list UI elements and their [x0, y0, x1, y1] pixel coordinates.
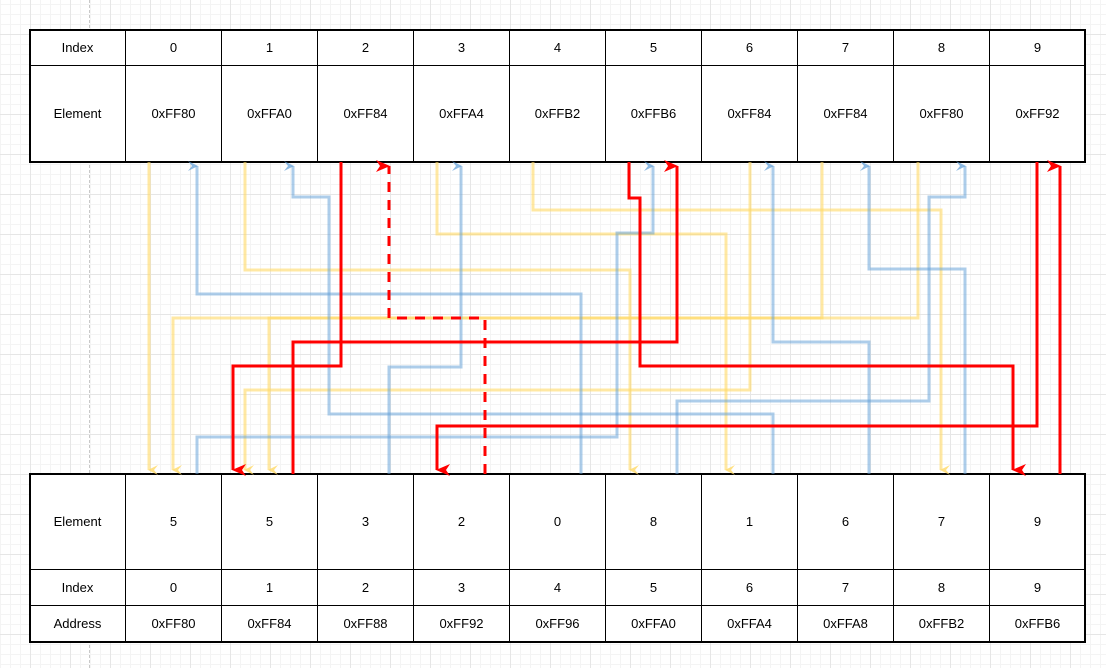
red-dashed-arrow — [376, 160, 487, 474]
yellow-arrow — [267, 162, 920, 475]
top-table: Index Element 0 0xFF80 1 0xFFA0 2 0xFF84 3 0xFFA4… — [29, 29, 1086, 163]
guide-line — [89, 0, 90, 668]
bottom-table: Element Index Address 5 0 0xFF80 5 1 0xFF84 3 2 0xF… — [29, 473, 1086, 643]
blue-arrow — [860, 161, 967, 474]
yellow-arrow — [531, 162, 950, 475]
blue-arrow — [764, 161, 871, 474]
yellow-arrow — [243, 162, 639, 475]
blue-arrow — [195, 161, 655, 474]
blue-arrow — [284, 161, 775, 474]
red-arrow — [231, 162, 343, 476]
red-arrow — [627, 162, 1026, 476]
yellow-arrow — [435, 162, 735, 475]
blue-arrow — [675, 161, 967, 474]
red-arrow — [435, 162, 1039, 476]
blue-arrow — [387, 161, 463, 474]
yellow-arrow — [243, 162, 752, 475]
